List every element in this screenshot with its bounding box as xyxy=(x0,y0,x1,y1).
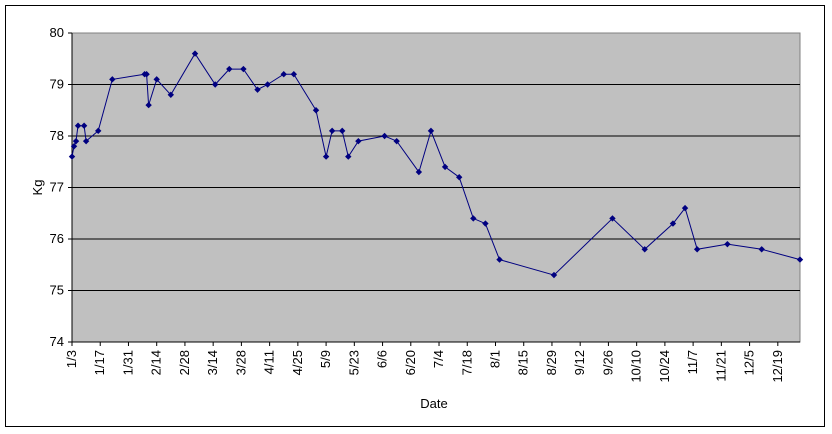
data-point xyxy=(72,137,80,145)
x-tick-label: 7/4 xyxy=(431,350,446,368)
data-point xyxy=(441,163,449,171)
data-point xyxy=(211,81,219,88)
data-point xyxy=(95,127,102,135)
data-point xyxy=(381,132,388,140)
data-point xyxy=(74,122,82,129)
x-tick-label: 2/14 xyxy=(149,350,164,375)
x-tick-label: 10/24 xyxy=(657,350,672,383)
y-tick-label: 78 xyxy=(50,128,64,143)
x-tick-label: 9/26 xyxy=(600,350,615,375)
data-point xyxy=(109,76,116,83)
x-tick-label: 2/28 xyxy=(177,350,192,375)
data-point xyxy=(796,256,804,263)
data-point xyxy=(669,220,677,227)
data-point xyxy=(254,86,261,93)
y-tick-label: 75 xyxy=(50,283,64,298)
x-tick-label: 1/3 xyxy=(64,350,79,368)
x-tick-label: 8/1 xyxy=(487,350,502,368)
y-tick-label: 80 xyxy=(50,25,64,40)
data-point xyxy=(290,71,298,78)
data-point xyxy=(153,76,160,83)
x-tick-label: 5/9 xyxy=(318,350,333,368)
x-tick-label: 1/31 xyxy=(120,350,135,375)
x-tick-label: 7/18 xyxy=(459,350,474,375)
data-point xyxy=(345,153,352,160)
data-point xyxy=(264,81,271,88)
x-tick-label: 12/5 xyxy=(742,350,757,375)
data-point xyxy=(415,168,423,176)
data-point xyxy=(693,246,701,253)
x-tick-label: 1/17 xyxy=(92,350,107,375)
data-point xyxy=(427,127,435,135)
x-tick-label: 4/25 xyxy=(290,350,305,375)
data-point xyxy=(339,127,346,135)
data-point xyxy=(681,204,689,212)
y-tick-label: 79 xyxy=(50,77,64,92)
data-point xyxy=(240,65,247,73)
x-tick-label: 3/28 xyxy=(233,350,248,375)
data-point xyxy=(496,256,503,263)
x-tick-label: 9/12 xyxy=(572,350,587,375)
data-point xyxy=(550,271,558,279)
y-tick-label: 74 xyxy=(50,334,64,349)
data-point xyxy=(191,50,199,57)
x-tick-label: 6/20 xyxy=(403,350,418,375)
data-point xyxy=(68,153,76,160)
x-tick-label: 8/15 xyxy=(516,350,531,375)
data-point xyxy=(82,137,90,145)
data-point xyxy=(470,215,477,222)
x-tick-label: 3/14 xyxy=(205,350,220,375)
data-point xyxy=(328,127,336,135)
data-point xyxy=(70,143,78,150)
data-point xyxy=(80,122,88,129)
x-tick-label: 4/11 xyxy=(262,350,277,374)
x-tick-label: 8/29 xyxy=(544,350,559,375)
x-tick-label: 10/10 xyxy=(629,350,644,383)
data-point xyxy=(455,174,463,181)
y-tick-label: 77 xyxy=(50,180,64,195)
data-point xyxy=(280,71,287,78)
data-point xyxy=(143,71,150,78)
data-point xyxy=(609,215,616,222)
data-point xyxy=(482,220,489,227)
x-tick-label: 6/6 xyxy=(375,350,390,368)
data-point xyxy=(393,137,400,145)
data-point xyxy=(167,91,175,98)
data-point xyxy=(355,137,362,145)
y-axis-title: Kg xyxy=(30,180,45,196)
x-tick-label: 11/7 xyxy=(685,350,700,374)
data-point xyxy=(226,65,233,73)
data-point xyxy=(145,101,152,109)
x-tick-label: 12/19 xyxy=(770,350,785,383)
data-point xyxy=(758,246,765,253)
data-point xyxy=(724,240,731,248)
y-tick-label: 76 xyxy=(50,231,64,246)
x-tick-label: 5/23 xyxy=(346,350,361,375)
x-axis-title: Date xyxy=(420,396,447,411)
data-point xyxy=(312,107,320,114)
data-point xyxy=(322,153,330,160)
data-point xyxy=(641,246,648,253)
x-tick-label: 11/21 xyxy=(713,350,728,382)
